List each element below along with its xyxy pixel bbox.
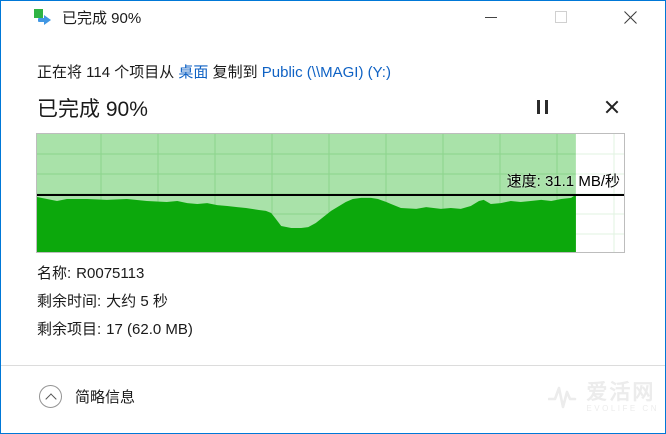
- minimize-button[interactable]: [468, 2, 514, 32]
- status-text-middle: 复制到: [208, 64, 262, 81]
- progress-heading: 已完成 90%: [37, 98, 148, 121]
- watermark-title: 爱活网: [586, 381, 656, 404]
- transfer-details: 名称: R0075113 剩余时间: 大约 5 秒 剩余项目: 17 (62.0 MB…: [37, 260, 193, 344]
- name-label: 名称:: [37, 265, 72, 282]
- close-icon: [624, 10, 638, 24]
- speed-chart: 速度: 31.1 MB/秒: [36, 133, 625, 253]
- details-toggle[interactable]: 简略信息: [39, 385, 135, 408]
- speed-label: 速度: 31.1 MB/秒: [506, 173, 620, 190]
- maximize-icon: [555, 11, 567, 23]
- detail-row-time-remaining: 剩余时间: 大约 5 秒: [37, 288, 193, 316]
- cancel-icon: [605, 100, 619, 114]
- titlebar: 已完成 90%: [1, 1, 665, 33]
- name-value: R0075113: [76, 265, 145, 282]
- pause-icon: [536, 100, 548, 114]
- copy-app-icon: [34, 8, 52, 26]
- detail-row-items-remaining: 剩余项目: 17 (62.0 MB): [37, 316, 193, 344]
- destination-link[interactable]: Public (\\MAGI) (Y:): [261, 64, 391, 81]
- source-link[interactable]: 桌面: [178, 64, 209, 81]
- minimize-icon: [485, 16, 497, 18]
- maximize-button[interactable]: [538, 2, 584, 32]
- detail-row-name: 名称: R0075113: [37, 260, 193, 288]
- details-toggle-label: 简略信息: [75, 389, 136, 406]
- chevron-up-icon: [39, 385, 62, 408]
- window-close-button[interactable]: [608, 2, 654, 32]
- time-remaining-label: 剩余时间:: [37, 293, 102, 310]
- watermark: 爱活网 EVOLIFE CN: [548, 381, 659, 415]
- copy-status-line: 正在将 114 个项目从 桌面 复制到 Public (\\MAGI) (Y:): [37, 61, 391, 82]
- items-remaining-label: 剩余项目:: [37, 321, 102, 338]
- window-title: 已完成 90%: [62, 9, 142, 27]
- status-text-prefix: 正在将 114 个项目从: [37, 64, 179, 81]
- speed-graph: [37, 134, 624, 252]
- items-remaining-value: 17 (62.0 MB): [106, 321, 193, 338]
- watermark-subtitle: EVOLIFE CN: [586, 404, 659, 413]
- footer-divider: [1, 365, 665, 366]
- cancel-button[interactable]: [598, 93, 626, 121]
- pulse-icon: [548, 386, 577, 409]
- pause-button[interactable]: [528, 93, 556, 121]
- time-remaining-value: 大约 5 秒: [106, 293, 168, 310]
